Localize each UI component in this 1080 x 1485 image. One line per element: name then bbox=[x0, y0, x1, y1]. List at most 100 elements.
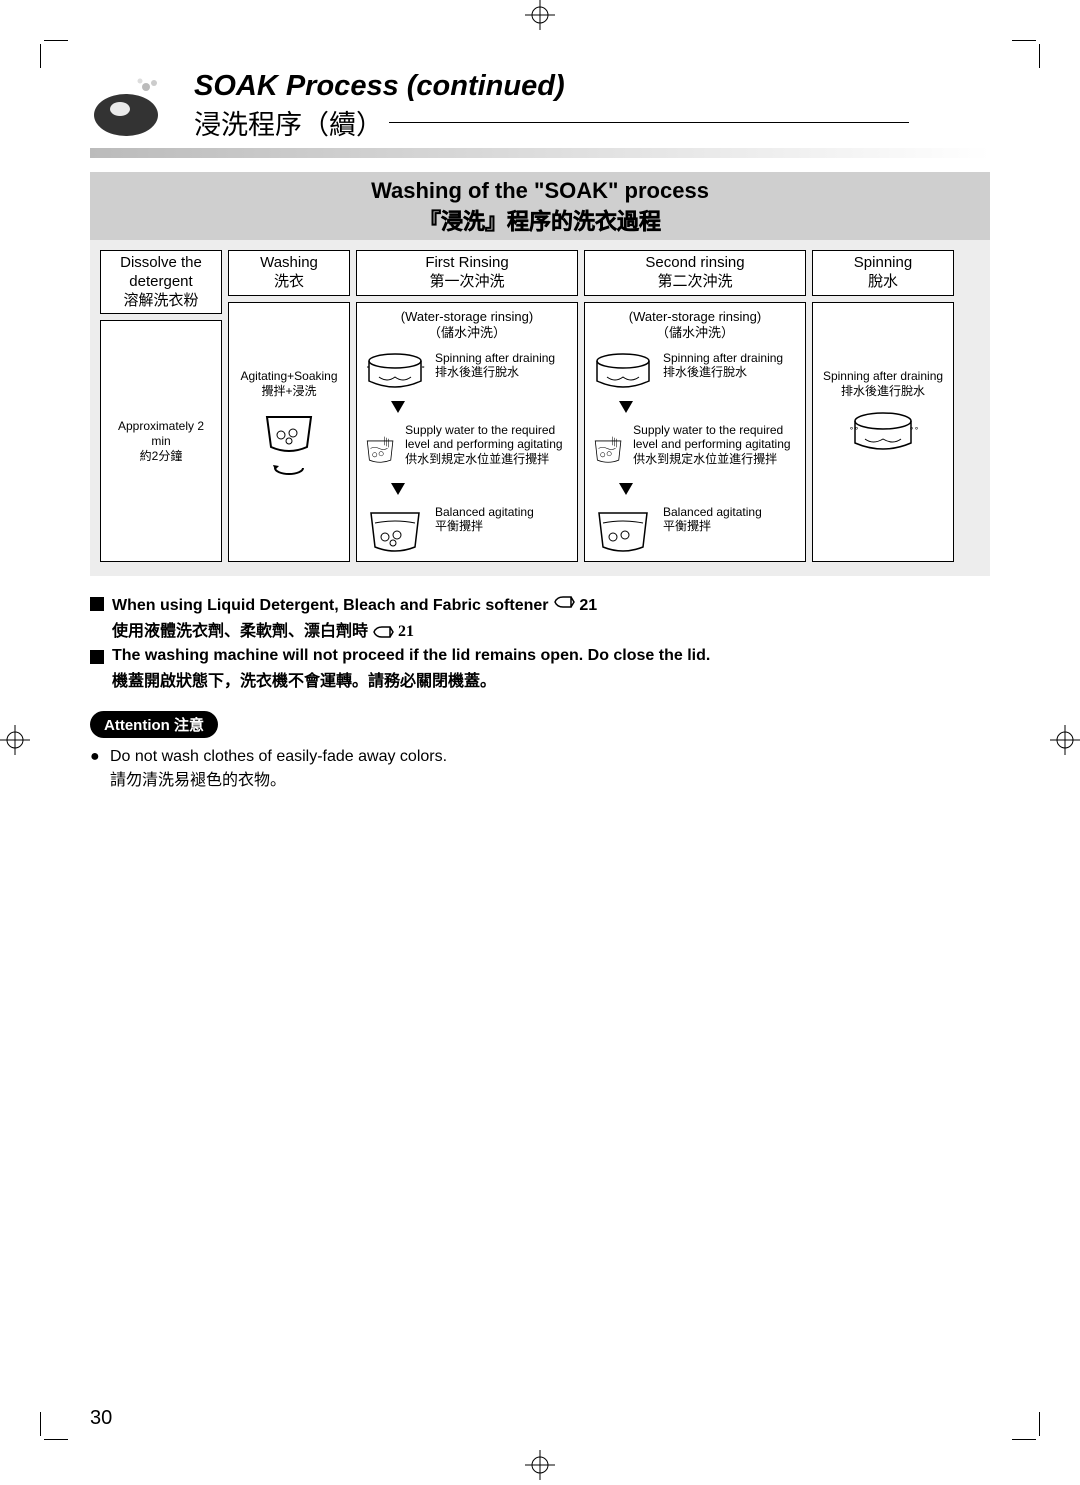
registration-mark bbox=[525, 1450, 555, 1480]
tub-agitate-icon bbox=[591, 505, 655, 555]
page-ref-icon bbox=[372, 623, 398, 640]
spin-en: Spinning after draining bbox=[823, 369, 943, 384]
col-body: Agitating+Soaking 攪拌+浸洗 bbox=[228, 302, 350, 563]
col-first-rinsing: First Rinsing 第一次沖洗 (Water-storage rinsi… bbox=[356, 250, 578, 562]
note-2: The washing machine will not proceed if … bbox=[90, 647, 990, 665]
col-second-rinsing: Second rinsing 第二次沖洗 (Water-storage rins… bbox=[584, 250, 806, 562]
rinse-sub-zh: （儲水沖洗） bbox=[428, 325, 506, 340]
col-head-en: First Rinsing bbox=[425, 254, 508, 271]
arrow-down-icon bbox=[619, 483, 633, 495]
title-en: SOAK Process (continued) bbox=[194, 70, 909, 103]
attention-zh: 請勿清洗易褪色的衣物。 bbox=[110, 766, 447, 790]
section-title-zh: 『浸洗』程序的洗衣過程 bbox=[90, 204, 990, 236]
svg-text:∘∘: ∘∘ bbox=[909, 424, 919, 433]
rinse-step1-en: Spinning after draining bbox=[435, 351, 555, 365]
drum-icon: ∘∘ ∘∘ bbox=[847, 409, 919, 459]
registration-mark bbox=[0, 725, 30, 755]
tub-fill-icon bbox=[363, 423, 397, 477]
title-rule bbox=[389, 122, 909, 123]
rinse-sub-en: (Water-storage rinsing) bbox=[401, 309, 533, 324]
attention-item: ● Do not wash clothes of easily-fade awa… bbox=[90, 748, 990, 790]
page-number: 30 bbox=[90, 1407, 112, 1430]
col-body: (Water-storage rinsing) （儲水沖洗） ∘∘ Spinni… bbox=[356, 302, 578, 563]
note1-zh: 使用液體洗衣劑、柔軟劑、漂白劑時 bbox=[112, 623, 368, 640]
dissolve-zh: 約2分鐘 bbox=[140, 449, 183, 464]
rinse-step3-zh: 平衡攪拌 bbox=[663, 519, 711, 533]
square-bullet-icon bbox=[90, 597, 104, 611]
page-ref-icon bbox=[553, 594, 575, 610]
rinse-sub-zh: （儲水沖洗） bbox=[656, 325, 734, 340]
col-spinning: Spinning 脫水 Spinning after draining 排水後進… bbox=[812, 250, 954, 562]
rinse-step2-en: Supply water to the required level and p… bbox=[405, 423, 562, 451]
col-body: Spinning after draining 排水後進行脫水 ∘∘ ∘∘ bbox=[812, 302, 954, 563]
rinse-step3-en: Balanced agitating bbox=[435, 505, 534, 519]
crop-mark bbox=[28, 28, 68, 68]
registration-mark bbox=[525, 0, 555, 30]
rinse-step2-zh: 供水到規定水位並進行攪拌 bbox=[633, 452, 777, 466]
col-washing: Washing 洗衣 Agitating+Soaking 攪拌+浸洗 bbox=[228, 250, 350, 562]
arrow-down-icon bbox=[619, 401, 633, 413]
registration-mark bbox=[1050, 725, 1080, 755]
washing-en: Agitating+Soaking bbox=[240, 369, 337, 384]
col-head: Washing 洗衣 bbox=[228, 250, 350, 296]
col-head: Dissolve the detergent 溶解洗衣粉 bbox=[100, 250, 222, 314]
note1-en: When using Liquid Detergent, Bleach and … bbox=[112, 597, 549, 614]
bullet-icon: ● bbox=[90, 748, 100, 790]
rinse-step1-zh: 排水後進行脫水 bbox=[435, 365, 519, 379]
col-head: Second rinsing 第二次沖洗 bbox=[584, 250, 806, 296]
crop-mark bbox=[1012, 1412, 1052, 1452]
washing-zh: 攪拌+浸洗 bbox=[261, 384, 316, 399]
arrow-down-icon bbox=[391, 483, 405, 495]
drum-icon bbox=[591, 351, 655, 395]
crop-mark bbox=[28, 1412, 68, 1452]
tub-fill-icon bbox=[591, 423, 625, 477]
rinse-sub-en: (Water-storage rinsing) bbox=[629, 309, 761, 324]
attention-block: Attention 注意 ● Do not wash clothes of ea… bbox=[90, 711, 990, 790]
note2-zh: 機蓋開啟狀態下，洗衣機不會運轉。請務必關閉機蓋。 bbox=[112, 667, 990, 691]
col-dissolve: Dissolve the detergent 溶解洗衣粉 Approximate… bbox=[100, 250, 222, 562]
note1-ref: 21 bbox=[579, 597, 597, 614]
page-title-row: SOAK Process (continued) 浸洗程序（續） bbox=[90, 70, 990, 142]
section-header: Washing of the "SOAK" process 『浸洗』程序的洗衣過… bbox=[90, 172, 990, 240]
spin-zh: 排水後進行脫水 bbox=[841, 384, 925, 399]
rotate-icon bbox=[271, 459, 307, 477]
rinse-step1-zh: 排水後進行脫水 bbox=[663, 365, 747, 379]
note1-ref-zh: 21 bbox=[398, 623, 414, 640]
col-head-en: Dissolve the detergent bbox=[120, 254, 202, 290]
arrow-down-icon bbox=[391, 401, 405, 413]
gradient-divider bbox=[90, 148, 990, 158]
square-bullet-icon bbox=[90, 650, 104, 664]
attention-en: Do not wash clothes of easily-fade away … bbox=[110, 748, 447, 766]
svg-text:∘∘: ∘∘ bbox=[849, 424, 859, 433]
col-head-en: Spinning bbox=[854, 254, 912, 271]
svg-text:∘: ∘ bbox=[421, 364, 425, 371]
tub-icon bbox=[261, 407, 317, 455]
section-title-en: Washing of the "SOAK" process bbox=[90, 178, 990, 204]
col-head-zh: 第一次沖洗 bbox=[359, 273, 575, 292]
crop-mark bbox=[1012, 28, 1052, 68]
col-head-zh: 第二次沖洗 bbox=[587, 273, 803, 292]
drum-icon: ∘∘ bbox=[363, 351, 427, 395]
col-head-zh: 洗衣 bbox=[231, 273, 347, 292]
title-zh: 浸洗程序（續） bbox=[194, 103, 383, 142]
process-columns: Dissolve the detergent 溶解洗衣粉 Approximate… bbox=[90, 240, 990, 568]
rinse-step1-en: Spinning after draining bbox=[663, 351, 783, 365]
note-1: When using Liquid Detergent, Bleach and … bbox=[90, 594, 990, 615]
dissolve-en: Approximately 2 min bbox=[107, 419, 215, 449]
col-head-zh: 溶解洗衣粉 bbox=[103, 292, 219, 311]
tub-agitate-icon bbox=[363, 505, 427, 555]
soak-stone-icon bbox=[90, 73, 176, 139]
attention-label: Attention 注意 bbox=[90, 711, 218, 738]
col-head-en: Second rinsing bbox=[645, 254, 744, 271]
col-body: (Water-storage rinsing) （儲水沖洗） Spinning … bbox=[584, 302, 806, 563]
col-head: First Rinsing 第一次沖洗 bbox=[356, 250, 578, 296]
col-body: Approximately 2 min 約2分鐘 bbox=[100, 320, 222, 562]
col-head-en: Washing bbox=[260, 254, 318, 271]
svg-text:∘: ∘ bbox=[366, 364, 370, 371]
process-section: Washing of the "SOAK" process 『浸洗』程序的洗衣過… bbox=[90, 172, 990, 576]
rinse-step3-zh: 平衡攪拌 bbox=[435, 519, 483, 533]
rinse-step3-en: Balanced agitating bbox=[663, 505, 762, 519]
notes-block: When using Liquid Detergent, Bleach and … bbox=[90, 594, 990, 691]
note2-en: The washing machine will not proceed if … bbox=[112, 647, 710, 665]
col-head: Spinning 脫水 bbox=[812, 250, 954, 296]
